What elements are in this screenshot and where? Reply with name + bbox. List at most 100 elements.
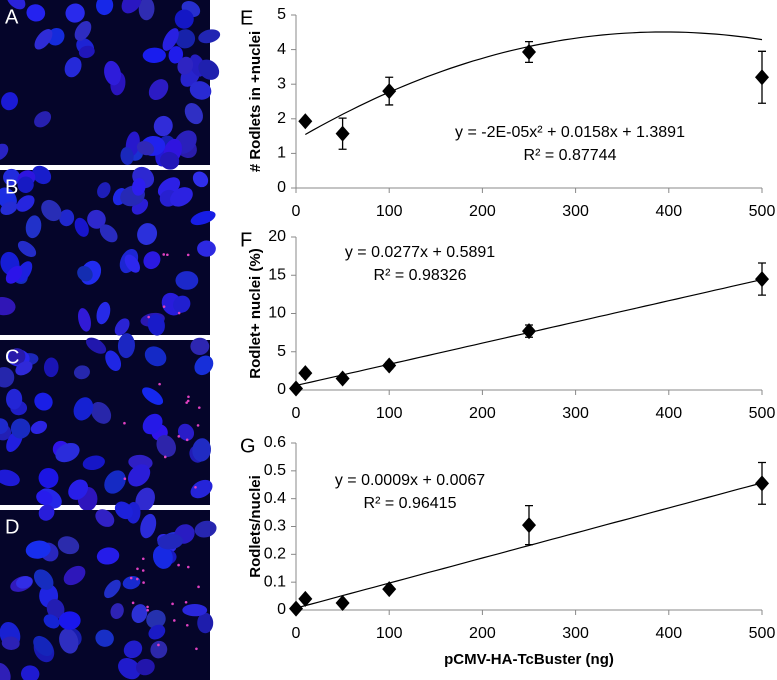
nucleus (127, 464, 151, 487)
rodlet (166, 253, 169, 257)
data-point (522, 517, 536, 534)
nucleus (0, 418, 9, 435)
nucleus (78, 308, 91, 332)
nucleus (96, 0, 114, 16)
rodlet (177, 563, 180, 567)
rodlet (173, 619, 176, 622)
y-tick-label: 0.1 (264, 573, 286, 590)
nucleus (194, 355, 214, 376)
chart: E 0 1 2 3 4 5 0 100 200 300 400 500 # Rodlets in +nuc… (240, 6, 775, 220)
nucleus (182, 604, 208, 617)
nucleus (17, 176, 34, 193)
nucleus (156, 435, 176, 457)
nucleus (121, 0, 142, 14)
nucleus (43, 357, 59, 378)
nucleus (162, 28, 179, 51)
nucleus (15, 361, 33, 376)
nucleus (58, 611, 81, 630)
nucleus (5, 265, 23, 284)
y-axis-title: Rodlets/nuclei (247, 475, 264, 578)
x-tick-label: 300 (562, 625, 589, 642)
nucleus (43, 614, 60, 629)
x-tick-label: 200 (469, 405, 496, 422)
nucleus (16, 195, 35, 212)
nucleus (97, 182, 111, 199)
nucleus (73, 397, 94, 421)
nucleus (159, 151, 180, 170)
nucleus (16, 576, 33, 589)
nucleus (78, 45, 95, 59)
nucleus (38, 504, 55, 521)
y-tick-label: 15 (268, 266, 286, 283)
nucleus (99, 224, 118, 243)
nucleus (135, 487, 155, 512)
nucleus (118, 658, 141, 680)
y-axis-title: Rodlet+ nuclei (%) (247, 248, 264, 378)
data-point (335, 125, 350, 142)
nucleus (198, 59, 220, 80)
nucleus (57, 536, 80, 555)
nucleus (96, 301, 111, 325)
rodlet (185, 438, 189, 442)
nucleus (74, 217, 89, 237)
nucleus (41, 199, 62, 222)
nucleus (184, 103, 203, 125)
rodlet (129, 576, 133, 580)
rodlet (196, 424, 200, 427)
nucleus (198, 29, 221, 44)
nucleus (64, 57, 82, 78)
nucleus (21, 665, 40, 680)
x-axis-title: pCMV-HA-TcBuster (ng) (444, 651, 614, 668)
nucleus (1, 92, 18, 111)
micrograph: A (0, 0, 221, 170)
rodlet (171, 602, 174, 606)
x-tick-label: 500 (749, 405, 776, 422)
data-point (755, 475, 769, 492)
nucleus (104, 579, 121, 599)
nucleus (59, 628, 79, 654)
rodlet (147, 315, 150, 319)
rodlet (146, 608, 149, 612)
nucleus (192, 171, 209, 188)
rodlet (146, 605, 149, 609)
y-tick-label: 0 (277, 381, 286, 398)
data-point (755, 69, 769, 86)
nucleus (10, 418, 31, 439)
trend-equation: y = 0.0277x + 0.5891 (345, 244, 495, 261)
nucleus (9, 348, 26, 365)
micrograph: C (0, 333, 214, 512)
panel-label: C (5, 346, 19, 368)
nucleus (131, 178, 146, 196)
nucleus (65, 3, 85, 23)
micrograph: D (0, 501, 217, 680)
data-point (298, 365, 313, 382)
nucleus (55, 442, 80, 463)
nucleus (95, 629, 114, 647)
nucleus (73, 365, 90, 380)
nucleus (142, 387, 164, 405)
x-tick-label: 100 (376, 405, 403, 422)
nucleus (90, 401, 112, 424)
nucleus (157, 533, 184, 550)
rodlet (197, 406, 201, 409)
nucleus (120, 147, 134, 165)
nucleus (46, 599, 65, 619)
nucleus (123, 640, 143, 659)
rodlet (185, 623, 189, 627)
trend-equation: y = -2E-05x² + 0.0158x + 1.3891 (455, 124, 685, 141)
rodlet (123, 421, 126, 425)
nucleus (33, 635, 53, 656)
nucleus (96, 547, 120, 565)
nucleus (25, 215, 42, 239)
nucleus (177, 423, 195, 441)
nucleus (122, 576, 141, 590)
rodlet (197, 585, 200, 589)
nucleus (38, 467, 59, 489)
nucleus (114, 318, 130, 336)
rodlet (195, 647, 198, 651)
y-tick-label: 10 (268, 305, 286, 322)
x-tick-label: 100 (376, 203, 403, 220)
data-point (335, 595, 350, 612)
nucleus (0, 469, 20, 487)
